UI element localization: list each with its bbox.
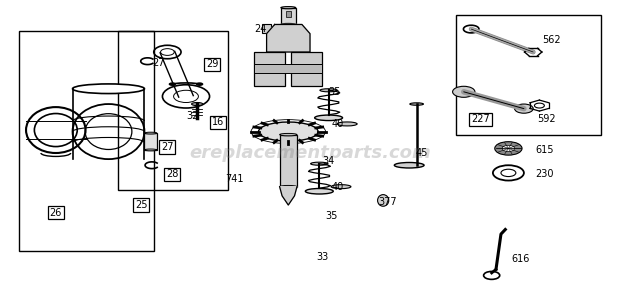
Text: 24: 24: [254, 24, 267, 34]
Ellipse shape: [320, 89, 337, 92]
Polygon shape: [280, 187, 297, 205]
Text: 562: 562: [542, 35, 561, 45]
Bar: [262, 24, 271, 33]
Text: 25: 25: [135, 200, 148, 210]
Bar: [118, 31, 228, 190]
Text: 35: 35: [326, 211, 338, 221]
Text: 615: 615: [535, 145, 554, 155]
Text: 45: 45: [415, 148, 428, 158]
Bar: [280, 135, 297, 187]
Ellipse shape: [410, 103, 423, 105]
Circle shape: [495, 142, 522, 155]
Text: 26: 26: [50, 208, 62, 218]
Circle shape: [169, 82, 176, 86]
Text: 616: 616: [512, 254, 530, 263]
Text: 32: 32: [186, 111, 198, 121]
Ellipse shape: [144, 149, 157, 151]
Ellipse shape: [192, 103, 203, 106]
Ellipse shape: [306, 188, 334, 194]
Ellipse shape: [280, 185, 297, 188]
Text: 29: 29: [206, 59, 218, 69]
Bar: [19, 31, 154, 251]
Ellipse shape: [281, 23, 296, 25]
Text: 741: 741: [225, 174, 244, 184]
Text: 34: 34: [322, 156, 335, 166]
Ellipse shape: [378, 195, 389, 206]
Circle shape: [453, 86, 475, 97]
Text: 28: 28: [166, 170, 179, 179]
Circle shape: [196, 82, 203, 86]
Bar: [254, 64, 322, 73]
Ellipse shape: [281, 6, 296, 9]
Text: 377: 377: [378, 197, 397, 207]
Text: ereplacementparts.com: ereplacementparts.com: [189, 144, 431, 162]
Bar: [291, 52, 322, 86]
Text: 40: 40: [332, 119, 344, 129]
Ellipse shape: [144, 132, 157, 134]
Bar: [254, 52, 285, 86]
Text: 40: 40: [332, 182, 344, 192]
Bar: [281, 8, 296, 24]
Text: 592: 592: [538, 114, 556, 124]
Text: 227: 227: [471, 114, 490, 124]
Text: 27: 27: [153, 58, 165, 68]
Polygon shape: [267, 24, 310, 52]
Text: 35: 35: [329, 87, 341, 97]
Circle shape: [515, 104, 533, 113]
Ellipse shape: [315, 115, 342, 121]
Ellipse shape: [280, 133, 297, 136]
Ellipse shape: [337, 122, 357, 126]
Text: 27: 27: [161, 142, 174, 152]
Bar: [286, 11, 291, 17]
Circle shape: [502, 145, 515, 151]
Text: 230: 230: [535, 170, 554, 179]
Ellipse shape: [73, 84, 144, 94]
Ellipse shape: [394, 162, 424, 168]
Ellipse shape: [331, 185, 351, 188]
Ellipse shape: [311, 162, 328, 165]
Ellipse shape: [259, 122, 318, 141]
Text: 33: 33: [316, 252, 329, 262]
Bar: [144, 133, 157, 150]
Text: 16: 16: [212, 118, 224, 127]
Bar: [456, 15, 601, 135]
